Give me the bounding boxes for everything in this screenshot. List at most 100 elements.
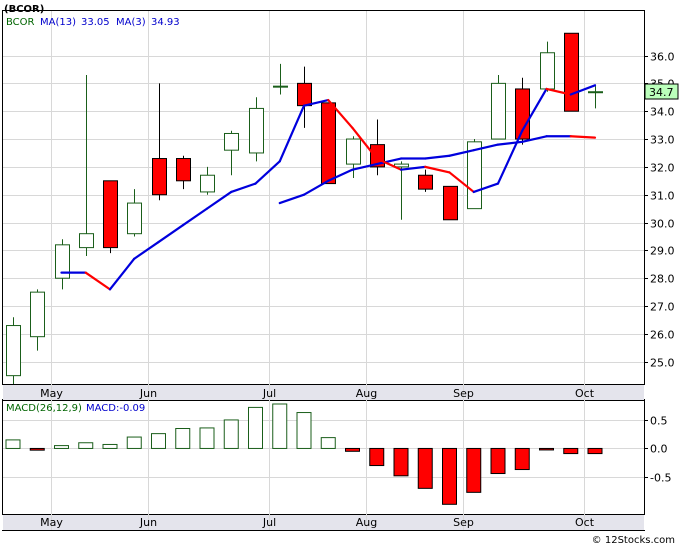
ma3-segment (448, 171, 475, 194)
price-ytick-label: 29.0 (650, 245, 675, 258)
macd-bar (223, 419, 239, 449)
ma13-segment (327, 168, 354, 182)
ma3-segment (569, 84, 597, 96)
price-ytick-label: 27.0 (650, 301, 675, 314)
price-ytick-label: 31.0 (650, 190, 675, 203)
macd-bar (296, 412, 312, 449)
ma3-segment (133, 240, 160, 260)
candle-body (297, 82, 312, 107)
macd-bar (272, 403, 288, 449)
price-month-label: Aug (356, 387, 377, 400)
ma13-segment (351, 162, 378, 171)
macd-value-label: MACD:-0.09 (86, 403, 145, 414)
macd-bar (5, 439, 21, 449)
ticker-title: (BCOR) (4, 4, 44, 15)
ma13-segment (375, 157, 403, 166)
price-ytick-label: 33.0 (650, 134, 675, 147)
moving-average-lines (60, 84, 597, 291)
price-ytick-label: 28.0 (650, 273, 675, 286)
price-ytick-label: 25.0 (650, 357, 675, 370)
macd-bar (102, 443, 118, 449)
macd-month-label: Jun (139, 516, 157, 529)
ma3-segment (327, 98, 354, 130)
macd-panel-frame (2, 399, 645, 515)
ma3-segment (351, 126, 378, 160)
price-ytick-label: 30.0 (650, 218, 675, 231)
candle-body (152, 158, 167, 196)
candle-body (6, 325, 21, 377)
ma3-segment (472, 182, 500, 194)
candle-body (346, 138, 361, 165)
ma3-segment (399, 165, 427, 171)
macd-bar (78, 442, 94, 449)
candle-body (55, 244, 70, 279)
macd-bar (369, 447, 385, 467)
legend-symbol: BCOR (6, 17, 35, 28)
ma3-segment (181, 207, 209, 227)
macd-bar (466, 447, 482, 493)
macd-bar (490, 447, 506, 475)
last-price-label: 34.7 (649, 86, 674, 99)
ma3-segment (278, 104, 306, 163)
macd-bar (563, 447, 579, 455)
macd-month-label: Jul (262, 516, 276, 529)
macd-bar (345, 447, 360, 452)
price-ytick-label: 34.0 (650, 106, 675, 119)
ma3-segment (108, 257, 136, 291)
candle-body (564, 32, 579, 112)
macd-bar (393, 447, 409, 477)
ma13-segment (302, 179, 330, 196)
candle-body (200, 174, 215, 193)
macd-bar (514, 447, 530, 471)
macd-bar (175, 428, 191, 449)
candle-body (540, 52, 555, 90)
price-month-label: May (40, 387, 63, 400)
candle-body (103, 180, 118, 249)
ma3-segment (254, 160, 281, 185)
ma3-segment (84, 271, 112, 291)
candle-body (321, 102, 336, 185)
ma3-segment (521, 87, 548, 132)
ma13-segment (278, 193, 306, 205)
ma3-segment (205, 190, 233, 210)
candle-body (515, 88, 530, 140)
last-price-box (644, 83, 679, 100)
price-ytick-label: 32.0 (650, 162, 675, 175)
macd-bar (151, 433, 166, 449)
price-ytick-label: 26.0 (650, 329, 675, 342)
watermark: © 12Stocks.com (592, 535, 675, 546)
macd-month-label: Oct (575, 516, 595, 529)
ma3-segment (302, 98, 330, 107)
macd-bar (417, 447, 433, 489)
macd-bar (320, 437, 336, 449)
ma3-segment (157, 224, 184, 244)
price-month-label: Jul (262, 387, 276, 400)
candle-body (249, 107, 264, 154)
ma13-segment (569, 135, 597, 139)
candle-body (30, 291, 45, 338)
price-month-label: Oct (575, 387, 595, 400)
legend-ma13-label: MA(13) (40, 17, 76, 28)
ma13-segment (448, 149, 475, 157)
macd-ytick-label: 0.5 (650, 415, 668, 428)
ma3-segment (230, 182, 257, 194)
price-ytick-label: 36.0 (650, 51, 675, 64)
macd-bar (199, 427, 215, 449)
macd-ytick-label: 0.0 (650, 443, 668, 456)
candlesticks (6, 32, 603, 384)
macd-bar (29, 447, 45, 451)
candle-body (443, 185, 458, 221)
candle-body (418, 174, 433, 190)
macd-bar (587, 447, 603, 455)
ma13-segment (472, 143, 500, 152)
candle-body (127, 202, 142, 235)
candle-body (224, 132, 239, 151)
macd-label: MACD(26,12,9) (6, 403, 82, 414)
ma13-segment (424, 154, 451, 160)
macd-histogram (5, 403, 603, 505)
price-month-label: Jun (139, 387, 157, 400)
macd-bar (248, 406, 263, 449)
macd-month-label: Sep (453, 516, 474, 529)
candle-body (79, 233, 94, 249)
